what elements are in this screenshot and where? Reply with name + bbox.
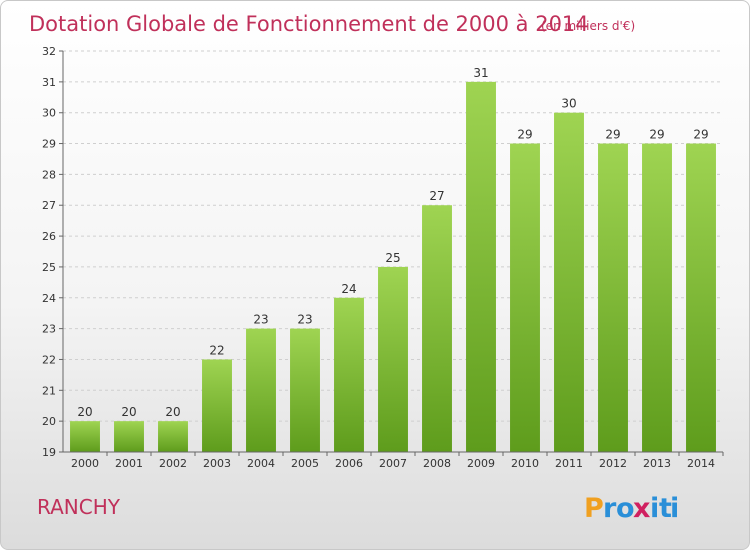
y-tick-label: 22: [42, 353, 56, 366]
y-tick-label: 28: [42, 168, 56, 181]
x-tick-label: 2012: [599, 457, 627, 470]
logo-letter: i: [670, 493, 679, 524]
x-tick-label: 2009: [467, 457, 495, 470]
bars: [70, 81, 716, 453]
chart-subtitle: (en milliers d'€): [541, 19, 635, 33]
bar: [290, 328, 320, 452]
y-tick-label: 20: [42, 415, 56, 428]
data-label: 24: [341, 282, 356, 296]
data-label: 20: [121, 405, 136, 419]
data-label: 29: [517, 128, 532, 142]
logo-letter: o: [616, 493, 635, 524]
commune-name: RANCHY: [37, 495, 121, 519]
bar: [510, 143, 540, 453]
bar: [114, 421, 144, 452]
logo-letter: x: [633, 493, 650, 524]
data-labels: 20 20 20 22 23 23 24 25 27 31 29 30 29 29 29: [77, 66, 708, 419]
bar: [334, 297, 364, 452]
x-tick-label: 2002: [159, 457, 187, 470]
chart-title: Dotation Globale de Fonctionnement de 20…: [29, 12, 589, 36]
data-label: 23: [297, 313, 312, 327]
data-label: 25: [385, 251, 400, 265]
data-label: 30: [561, 97, 576, 111]
y-tick-label: 24: [42, 292, 56, 305]
x-tick-label: 2014: [687, 457, 715, 470]
bar: [378, 266, 408, 452]
bar: [246, 328, 276, 452]
x-tick-label: 2011: [555, 457, 583, 470]
x-tick-label: 2006: [335, 457, 363, 470]
data-label: 22: [209, 343, 224, 357]
x-tick-label: 2005: [291, 457, 319, 470]
y-tick-label: 31: [42, 76, 56, 89]
x-tick-label: 2007: [379, 457, 407, 470]
bar: [642, 143, 672, 453]
logo-letter: P: [584, 493, 604, 524]
x-tick-label: 2000: [71, 457, 99, 470]
data-label: 27: [429, 189, 444, 203]
data-label: 29: [649, 128, 664, 142]
bar: [554, 112, 584, 452]
data-label: 23: [253, 313, 268, 327]
y-tick-label: 30: [42, 107, 56, 120]
logo-letter: t: [659, 493, 672, 524]
y-tick-label: 27: [42, 199, 56, 212]
x-tick-label: 2010: [511, 457, 539, 470]
bar: [158, 421, 188, 452]
x-tick-label: 2008: [423, 457, 451, 470]
bar: [202, 359, 232, 452]
bar: [598, 143, 628, 453]
y-tick-label: 26: [42, 230, 56, 243]
bar: [466, 81, 496, 452]
y-tick-label: 32: [42, 45, 56, 58]
x-tick-labels: 2000 2001 2002 2003 2004 2005 2006 2007 2008 2009…: [71, 452, 724, 470]
y-tick-labels: 19 20 21 22 23 24 25 26 27 28 29 30 31 32: [42, 45, 56, 459]
logo-letter: r: [603, 493, 617, 524]
bar: [422, 205, 452, 452]
bar: [686, 143, 716, 453]
bar: [70, 421, 100, 452]
axes: [62, 51, 723, 453]
data-label: 29: [605, 128, 620, 142]
x-tick-label: 2001: [115, 457, 143, 470]
x-tick-label: 2003: [203, 457, 231, 470]
data-label: 29: [693, 128, 708, 142]
data-label: 20: [77, 405, 92, 419]
y-tick-label: 29: [42, 138, 56, 151]
y-tick-label: 25: [42, 261, 56, 274]
logo-letter: i: [650, 493, 659, 524]
y-tick-label: 23: [42, 323, 56, 336]
x-tick-label: 2013: [643, 457, 671, 470]
y-tick-label: 19: [42, 446, 56, 459]
data-label: 31: [473, 66, 488, 80]
data-label: 20: [165, 405, 180, 419]
y-tick-label: 21: [42, 384, 56, 397]
x-tick-label: 2004: [247, 457, 275, 470]
